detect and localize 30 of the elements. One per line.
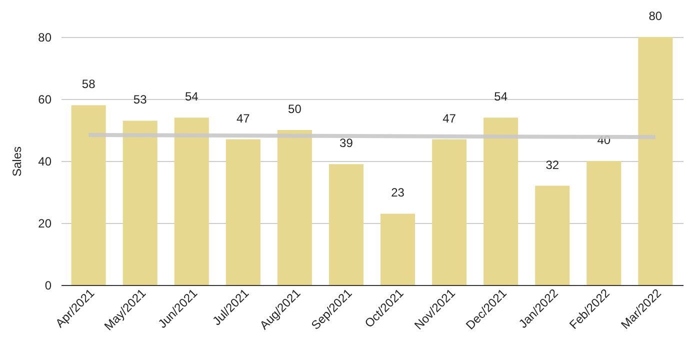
bar [432,139,467,285]
data-label: 40 [597,133,611,147]
y-tick-label: 40 [38,154,52,168]
data-label: 47 [236,111,250,126]
y-tick-label: 20 [38,216,52,230]
data-label: 47 [442,111,456,126]
bar [71,105,106,285]
data-label: 53 [133,92,148,107]
bar [535,186,570,285]
bar [328,164,364,285]
bar [484,118,518,285]
bar [277,130,312,285]
data-label: 54 [184,90,199,104]
y-tick-label: 80 [38,30,52,44]
bar [226,139,260,285]
data-label: 39 [340,136,354,150]
bar [638,37,673,285]
data-label: 54 [494,90,508,104]
bar [174,118,209,285]
bar [380,214,416,285]
bar [122,120,158,285]
bar [586,161,622,285]
data-label: 80 [648,9,662,23]
y-tick-label: 60 [38,92,52,106]
y-tick-label: 0 [44,278,52,292]
y-axis-title: Sales [10,146,24,177]
data-label: 23 [391,186,405,200]
data-label: 32 [546,158,560,172]
data-label: 50 [288,102,302,116]
data-label: 58 [82,77,96,92]
